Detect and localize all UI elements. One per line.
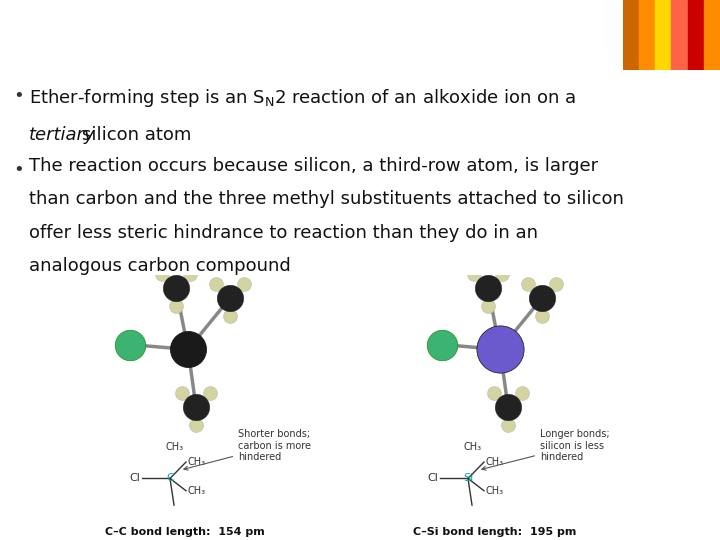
Point — [204, 389, 216, 397]
Bar — [639, 0, 655, 70]
Point — [503, 420, 514, 429]
Text: Si: Si — [463, 474, 473, 483]
Point — [176, 389, 188, 397]
Text: tertiary: tertiary — [29, 126, 95, 144]
Text: Protection of Alcohols: Protection of Alcohols — [11, 24, 390, 53]
Point — [224, 294, 235, 302]
Point — [550, 280, 562, 288]
Point — [516, 389, 528, 397]
Point — [125, 340, 136, 349]
Text: •: • — [13, 87, 24, 105]
Text: offer less steric hindrance to reaction than they do in an: offer less steric hindrance to reaction … — [29, 224, 538, 241]
Text: Longer bonds;
silicon is less
hindered: Longer bonds; silicon is less hindered — [482, 429, 610, 470]
Point — [238, 280, 250, 288]
Text: silicon atom: silicon atom — [82, 126, 192, 144]
Point — [536, 312, 548, 320]
Bar — [671, 0, 688, 70]
Point — [156, 270, 168, 279]
Text: Ether-forming step is an $\mathregular{S_N}$2 reaction of an alkoxide ion on a: Ether-forming step is an $\mathregular{S… — [29, 87, 576, 110]
Point — [224, 312, 235, 320]
Point — [436, 340, 448, 349]
Text: CH₃: CH₃ — [464, 442, 482, 452]
Point — [182, 345, 194, 354]
Text: C–C bond length:  154 pm: C–C bond length: 154 pm — [105, 527, 265, 537]
Text: C: C — [166, 474, 174, 483]
Bar — [623, 0, 639, 70]
Point — [170, 284, 181, 293]
Text: C–Si bond length:  195 pm: C–Si bond length: 195 pm — [413, 527, 577, 537]
Text: The reaction occurs because silicon, a third-row atom, is larger: The reaction occurs because silicon, a t… — [29, 157, 598, 174]
Point — [488, 389, 500, 397]
Point — [210, 280, 222, 288]
Text: Cl: Cl — [427, 474, 438, 483]
Text: CH₃: CH₃ — [486, 486, 504, 496]
Point — [482, 284, 494, 293]
Point — [522, 280, 534, 288]
Text: CH₃: CH₃ — [188, 457, 206, 467]
Point — [468, 270, 480, 279]
Point — [496, 270, 508, 279]
Bar — [688, 0, 704, 70]
Text: CH₃: CH₃ — [486, 457, 504, 467]
Text: CH₃: CH₃ — [188, 486, 206, 496]
Point — [482, 302, 494, 310]
Text: •: • — [13, 161, 24, 179]
Text: CH₃: CH₃ — [166, 442, 184, 452]
Bar — [703, 0, 720, 70]
Bar — [655, 0, 671, 70]
Text: Cl: Cl — [129, 474, 140, 483]
Point — [190, 420, 202, 429]
Point — [494, 345, 505, 354]
Point — [503, 402, 514, 411]
Point — [170, 302, 181, 310]
Text: than carbon and the three methyl substituents attached to silicon: than carbon and the three methyl substit… — [29, 190, 624, 208]
Text: analogous carbon compound: analogous carbon compound — [29, 257, 291, 275]
Text: Shorter bonds;
carbon is more
hindered: Shorter bonds; carbon is more hindered — [184, 429, 311, 470]
Point — [536, 294, 548, 302]
Point — [184, 270, 196, 279]
Point — [190, 402, 202, 411]
